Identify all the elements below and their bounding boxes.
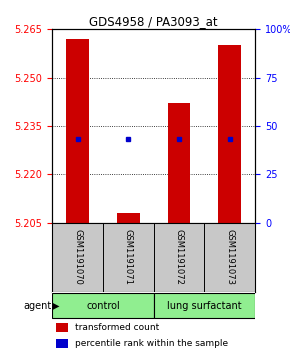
Bar — [117, 213, 140, 223]
Bar — [218, 45, 241, 223]
Text: GSM1191072: GSM1191072 — [175, 229, 184, 285]
Text: GSM1191073: GSM1191073 — [225, 229, 234, 285]
Bar — [56, 323, 68, 332]
Bar — [168, 103, 191, 223]
Bar — [66, 39, 89, 223]
Bar — [52, 293, 154, 318]
Text: agent: agent — [23, 301, 51, 311]
Bar — [154, 293, 255, 318]
Text: control: control — [86, 301, 120, 311]
Text: ▶: ▶ — [52, 301, 59, 311]
Text: GSM1191071: GSM1191071 — [124, 229, 133, 285]
Title: GDS4958 / PA3093_at: GDS4958 / PA3093_at — [89, 15, 218, 28]
Text: lung surfactant: lung surfactant — [167, 301, 242, 311]
Text: GSM1191070: GSM1191070 — [73, 229, 82, 285]
Bar — [56, 339, 68, 348]
Text: percentile rank within the sample: percentile rank within the sample — [75, 339, 228, 348]
Text: transformed count: transformed count — [75, 323, 159, 332]
